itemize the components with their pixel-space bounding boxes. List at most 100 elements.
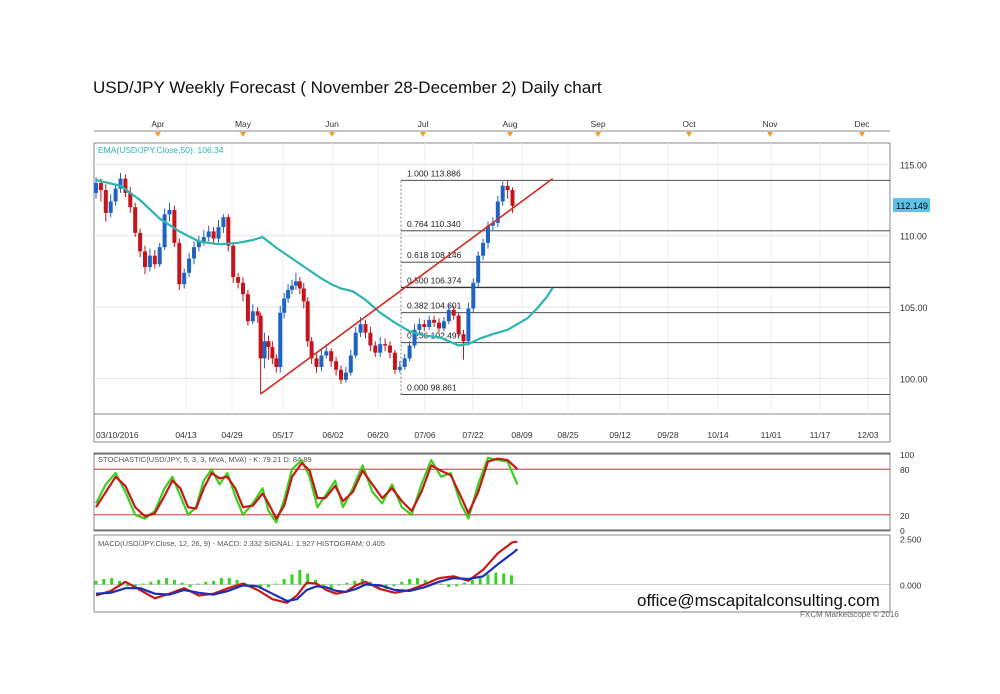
candle-body: [108, 201, 113, 213]
candle-body: [241, 282, 245, 295]
fib-label: 0.382 104.601: [407, 301, 462, 311]
candle-body: [255, 311, 260, 316]
date-tick-label: 11/17: [810, 430, 831, 440]
fib-label: 0.500 106.374: [407, 275, 462, 285]
date-tick-label: 06/20: [367, 430, 389, 440]
candle-body: [113, 188, 118, 202]
macd-histogram-bar: [408, 579, 412, 585]
month-marker: [420, 132, 426, 137]
date-axis-frame: [93, 413, 891, 443]
macd-histogram-bar: [306, 573, 310, 585]
ema-line: [95, 179, 554, 347]
candle-body: [172, 210, 177, 243]
candle-body: [245, 294, 250, 322]
macd-histogram-bar: [102, 579, 106, 585]
month-tick-label: May: [235, 119, 252, 129]
month-marker: [507, 132, 513, 137]
date-tick-label: 07/06: [414, 430, 436, 440]
macd-histogram-bar: [510, 575, 514, 585]
candle-body: [103, 190, 108, 213]
candle-body: [250, 311, 255, 322]
candle-body: [211, 231, 216, 239]
candle-body: [456, 315, 461, 335]
candle-body: [432, 319, 437, 323]
candle-body: [505, 185, 510, 191]
candle-body: [231, 245, 236, 278]
candle-body: [471, 282, 476, 309]
candle-body: [147, 255, 152, 268]
candle-body: [343, 372, 348, 380]
trend-line: [260, 178, 554, 395]
candle-body: [490, 222, 495, 226]
macd-histogram-bar: [321, 584, 325, 588]
fib-label: 0.000 98.861: [407, 383, 457, 393]
candle-body: [206, 231, 211, 238]
candle-body: [461, 334, 466, 342]
macd-histogram-bar: [118, 580, 122, 585]
date-tick-label: 08/09: [511, 430, 533, 440]
candle-body: [314, 358, 319, 367]
macd-histogram-bar: [282, 579, 286, 585]
month-marker: [155, 132, 161, 137]
candle-body: [451, 309, 456, 316]
candle-body: [486, 225, 490, 243]
candle-body: [236, 277, 241, 283]
candle-body: [334, 361, 339, 370]
stochastic-panel: 100 80 20 0 STOCHASTIC(USD/JPY, 5, 3, 3, MVA…: [93, 450, 914, 536]
macd-histogram-bar: [180, 582, 184, 585]
date-tick-label: 04/29: [221, 430, 243, 440]
candle-body: [353, 332, 358, 356]
candle-body: [358, 324, 363, 333]
fib-label: 0.618 108.146: [407, 250, 462, 260]
candle-body: [262, 341, 267, 359]
candle-body: [437, 322, 441, 329]
macd-histogram-bar: [290, 574, 294, 585]
date-tick-label: 04/13: [175, 430, 197, 440]
candle-body: [162, 214, 167, 248]
macd-label: MACD(USD/JPY.Close, 12, 26, 9) - MACD: 2…: [98, 539, 385, 548]
candle-body: [177, 242, 182, 285]
candle-body: [266, 341, 271, 347]
month-marker: [595, 132, 601, 137]
macd-histogram-bar: [165, 578, 169, 585]
month-marker: [767, 132, 773, 137]
month-marker: [329, 132, 335, 137]
candle-body: [258, 315, 263, 359]
candle-body: [368, 332, 373, 346]
candle-body: [441, 321, 446, 329]
candle-body: [373, 345, 378, 353]
candle-body: [481, 242, 486, 256]
candle-body: [226, 217, 231, 246]
macd-histogram-bar: [486, 574, 490, 585]
macd-histogram-bar: [415, 578, 419, 585]
month-tick-label: Dec: [854, 119, 870, 129]
candle-body: [476, 255, 481, 283]
month-tick-label: Aug: [502, 119, 517, 129]
macd-histogram-bar: [502, 573, 506, 585]
candle-body: [118, 178, 123, 189]
macd-histogram-bar: [259, 584, 263, 589]
page-title: USD/JPY Weekly Forecast ( November 28-De…: [93, 78, 602, 97]
macd-histogram-bar: [314, 579, 318, 585]
macd-histogram-bar: [494, 572, 498, 585]
month-marker: [859, 132, 865, 137]
candle-body: [309, 341, 314, 359]
candle-body: [378, 344, 383, 353]
candle-body: [143, 251, 147, 268]
month-tick-label: Jul: [418, 119, 429, 129]
month-tick-label: Apr: [151, 119, 164, 129]
macd-histogram-bar: [298, 569, 302, 585]
candle-body: [123, 178, 128, 193]
price-tick-label: 110.00: [900, 232, 927, 242]
date-tick-label: 05/17: [272, 430, 294, 440]
candle-body: [339, 369, 343, 380]
price-plot-frame: [93, 142, 891, 415]
price-tick-label: 105.00: [900, 303, 928, 313]
macd-tick-label: 0.000: [900, 581, 922, 591]
stoch-k-line: [95, 456, 519, 524]
candle-body: [348, 355, 353, 373]
date-tick-label: 09/28: [657, 430, 679, 440]
candle-body: [412, 329, 417, 346]
stoch-frame: [93, 452, 891, 532]
